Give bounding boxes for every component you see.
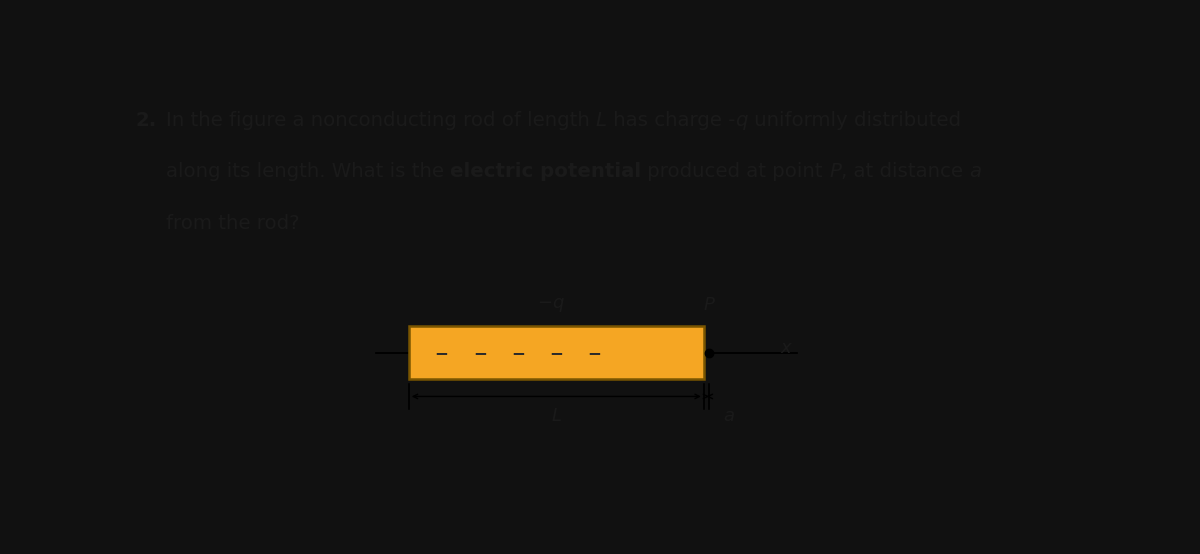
Text: −: −	[434, 343, 449, 362]
Text: along its length. What is the: along its length. What is the	[166, 162, 450, 181]
Text: $a$: $a$	[722, 407, 734, 425]
Text: 2.: 2.	[136, 111, 157, 130]
Text: L: L	[596, 111, 607, 130]
Bar	[409, 326, 703, 379]
Text: , at distance: , at distance	[841, 162, 970, 181]
Text: −: −	[473, 343, 487, 362]
Text: $x$: $x$	[780, 338, 793, 357]
Text: produced at point: produced at point	[641, 162, 829, 181]
Text: −: −	[588, 343, 601, 362]
Text: q: q	[736, 111, 748, 130]
Text: from the rod?: from the rod?	[166, 214, 300, 233]
Text: $-q$: $-q$	[536, 296, 565, 314]
Text: uniformly distributed: uniformly distributed	[748, 111, 961, 130]
Text: −: −	[511, 343, 526, 362]
Text: electric potential: electric potential	[450, 162, 641, 181]
Text: $P$: $P$	[703, 296, 715, 314]
Text: has charge -: has charge -	[607, 111, 736, 130]
Text: In the figure a nonconducting rod of length: In the figure a nonconducting rod of len…	[166, 111, 596, 130]
Text: a: a	[970, 162, 982, 181]
Text: −: −	[550, 343, 563, 362]
Text: P: P	[829, 162, 841, 181]
Text: $L$: $L$	[551, 407, 562, 425]
